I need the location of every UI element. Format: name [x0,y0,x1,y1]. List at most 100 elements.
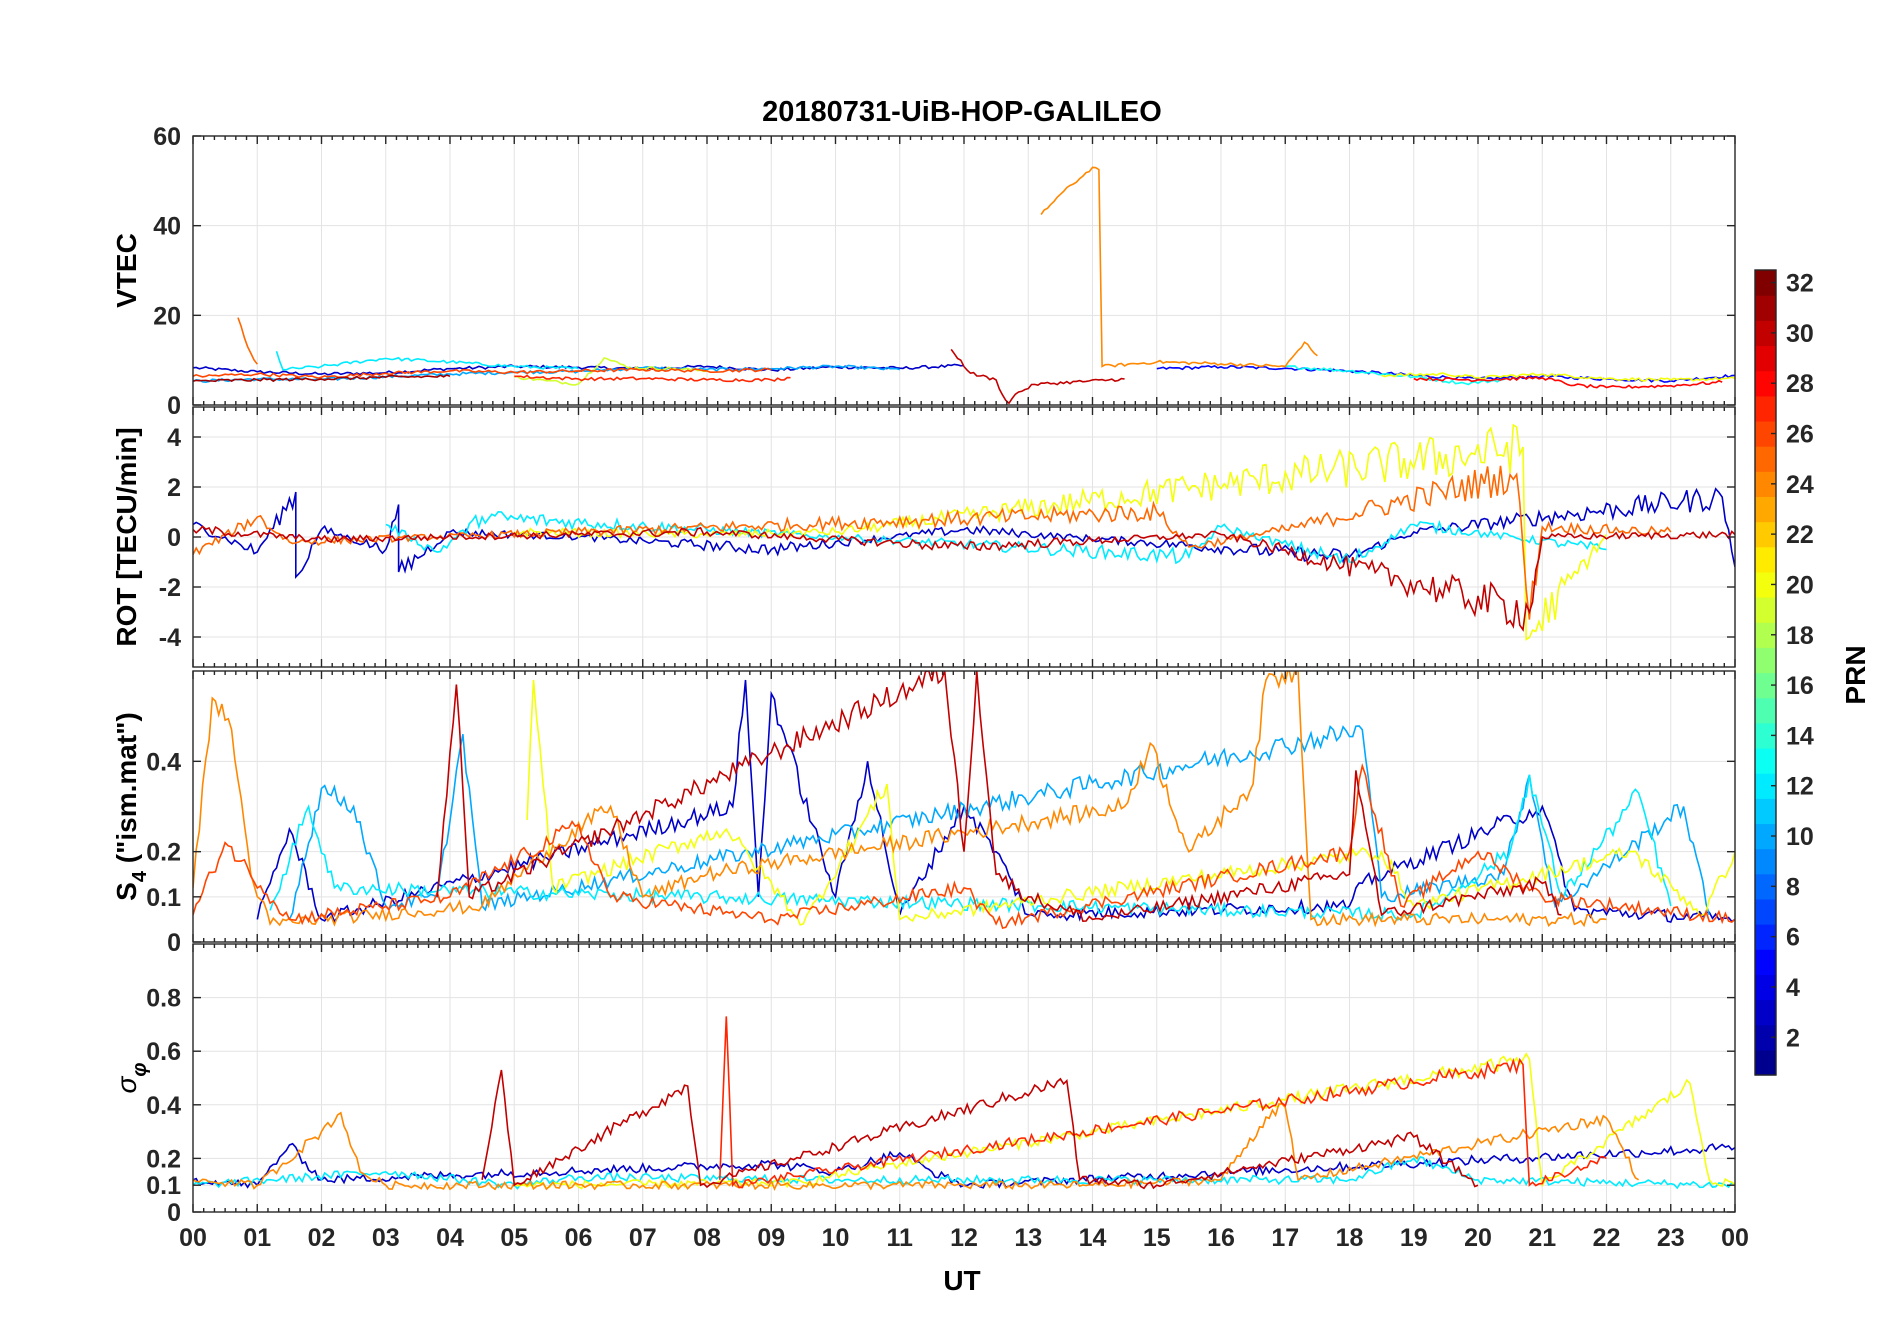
y-tick-label: 0 [167,1199,181,1227]
colorbar-tick-label: 18 [1786,622,1814,650]
x-tick-label: 05 [500,1224,528,1252]
series-line-prn-28 [1413,375,1723,389]
colorbar-swatch [1755,370,1776,397]
x-tick-label: 01 [243,1224,271,1252]
x-tick-label: 14 [1079,1224,1107,1252]
y-axis-title-main: σ [111,1075,142,1093]
colorbar-swatch [1755,420,1776,447]
colorbar-tick-label: 2 [1786,1024,1800,1052]
colorbar-swatch [1755,622,1776,648]
series-line-prn-30 [950,348,1125,405]
series-line-prn-31 [193,374,451,383]
colorbar-swatch [1755,949,1776,975]
colorbar-tick-label: 14 [1786,722,1814,750]
y-tick-label: 0 [167,929,181,957]
colorbar-swatch [1755,320,1776,347]
colorbar-swatch [1755,597,1776,623]
colorbar-swatch [1755,521,1776,548]
series-line-prn-30 [481,1069,1479,1190]
y-tick-label: 0.1 [146,1172,181,1200]
colorbar-tick-label: 30 [1786,320,1814,348]
y-tick-label: 0 [167,392,181,420]
y-tick-label: 0.4 [146,748,181,776]
x-tick-label: 16 [1207,1224,1235,1252]
series-line-prn-3 [193,487,1735,580]
x-tick-label: 12 [950,1224,978,1252]
colorbar-swatch [1755,395,1776,422]
colorbar-swatch [1755,270,1776,296]
series-line-prn-13 [1285,365,1511,386]
series-line-prn-20 [514,1052,1735,1190]
colorbar-swatch [1755,999,1776,1026]
x-tick-label: 02 [308,1224,336,1252]
y-tick-label: 0 [167,524,181,552]
y-tick-label: 40 [153,213,181,241]
x-tick-label: 07 [629,1224,657,1252]
y-axis-title: σφ [111,1063,151,1094]
x-tick-label: 17 [1271,1224,1299,1252]
series-line-prn-3 [256,679,1735,924]
panel-vtec: 0 20 40 60 VTEC [111,123,1736,420]
colorbar-swatch [1755,672,1776,699]
series-line-prn-12 [385,510,1607,565]
series-line-prn-12 [275,350,579,371]
x-tick-label: 18 [1336,1224,1364,1252]
series-line-prn-26 [193,762,1735,930]
chart-title: 20180731-UiB-HOP-GALILEO [762,96,1162,128]
series-line-prn-30 [193,525,1735,632]
series-line-prn-10 [288,725,1711,920]
colorbar-swatch [1755,924,1776,950]
series-line-prn-20 [1381,372,1735,382]
x-tick-label: 04 [436,1224,464,1252]
colorbar-swatch [1755,823,1776,850]
colorbar-tick-label: 22 [1786,521,1814,549]
colorbar-tick-label: 8 [1786,873,1800,901]
y-tick-label: 20 [153,302,181,330]
series-group [193,423,1735,641]
colorbar-swatch [1755,722,1776,749]
colorbar-swatch [1755,747,1776,774]
series-line-prn-20 [513,423,1608,641]
colorbar-tick-label: 12 [1786,773,1814,801]
colorbar-swatch [1755,898,1776,925]
colorbar-swatch [1755,295,1776,321]
colorbar-tick-label: 24 [1786,471,1814,499]
y-tick-label: -2 [159,574,181,602]
series-line-prn-12 [269,774,1672,922]
x-tick-label: 00 [179,1224,207,1252]
series-line-prn-24 [193,671,1607,928]
series-group [193,1016,1735,1192]
y-tick-label: 0.2 [146,1145,181,1173]
colorbar-swatch [1755,974,1776,1001]
x-tick-label: 09 [757,1224,785,1252]
colorbar-tick-label: 26 [1786,421,1814,449]
y-axis-title: S4 ("ism.mat") [111,712,151,901]
colorbar-swatch [1755,345,1776,372]
y-tick-label: -4 [159,624,181,652]
colorbar-tick-label: 4 [1786,974,1800,1002]
series-line-prn-27 [514,374,791,383]
colorbar-swatch [1755,471,1776,498]
series-line-prn-19 [514,356,708,386]
colorbar-tick-label: 20 [1786,571,1814,599]
panel-sigma_phi: 00.10.2 0.4 0.6 0.8 σφ 00 01 02 03 04 05 06 07 08 09 10… [111,943,1749,1252]
y-axis-title-subscript: 4 [129,870,151,882]
series-line-prn-27 [719,1016,1607,1189]
colorbar-frame [1754,269,1777,1076]
series-line-prn-26 [193,367,772,379]
x-tick-label: 11 [887,1224,914,1252]
y-tick-label: 4 [167,424,181,452]
colorbar-swatch [1755,697,1776,724]
x-axis-title: UT [943,1265,980,1296]
colorbar-swatch [1755,546,1776,573]
x-tick-label: 15 [1143,1224,1171,1252]
colorbar-swatch [1755,496,1776,523]
colorbar-swatch [1755,873,1776,900]
series-line-prn-24 [193,1102,1640,1192]
colorbar-tick-label: 10 [1786,823,1814,851]
colorbar-tick-label: 6 [1786,924,1800,952]
x-tick-label: 03 [372,1224,400,1252]
x-tick-label: 20 [1464,1224,1492,1252]
